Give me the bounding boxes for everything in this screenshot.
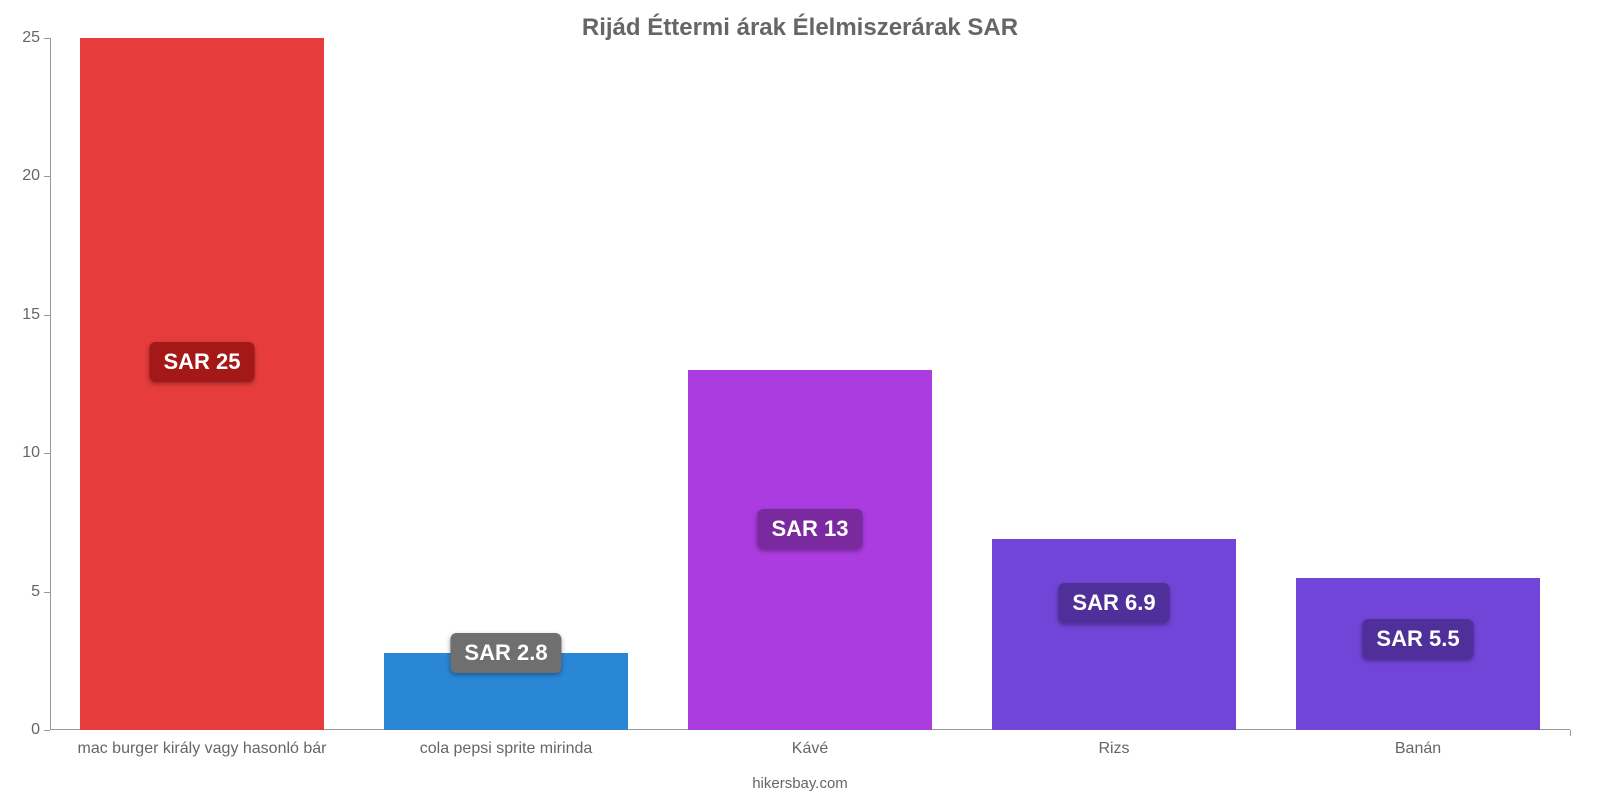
value-badge: SAR 6.9 [1058, 583, 1169, 623]
chart-footer: hikersbay.com [0, 775, 1600, 792]
plot-area: 0510152025 SAR 25mac burger király vagy … [50, 38, 1570, 730]
value-badge: SAR 5.5 [1362, 619, 1473, 659]
bar-slot: SAR 2.8cola pepsi sprite mirinda [354, 38, 658, 730]
x-category-label: Kávé [792, 730, 828, 758]
bar-slot: SAR 25mac burger király vagy hasonló bár [50, 38, 354, 730]
bar [688, 370, 931, 730]
right-tick-mark [1570, 730, 1571, 736]
x-category-label: cola pepsi sprite mirinda [420, 730, 593, 758]
x-category-label: mac burger király vagy hasonló bár [77, 730, 326, 758]
bar-slot: SAR 5.5Banán [1266, 38, 1570, 730]
price-bar-chart: Rijád Éttermi árak Élelmiszerárak SAR 05… [0, 0, 1600, 800]
y-tick-mark [44, 730, 50, 731]
x-category-label: Banán [1395, 730, 1441, 758]
bar [992, 539, 1235, 730]
value-badge: SAR 25 [149, 342, 254, 382]
bar-slot: SAR 6.9Rizs [962, 38, 1266, 730]
bar [80, 38, 323, 730]
value-badge: SAR 13 [757, 509, 862, 549]
bar-slot: SAR 13Kávé [658, 38, 962, 730]
x-category-label: Rizs [1098, 730, 1129, 758]
bars-group: SAR 25mac burger király vagy hasonló bár… [50, 38, 1570, 730]
value-badge: SAR 2.8 [450, 633, 561, 673]
